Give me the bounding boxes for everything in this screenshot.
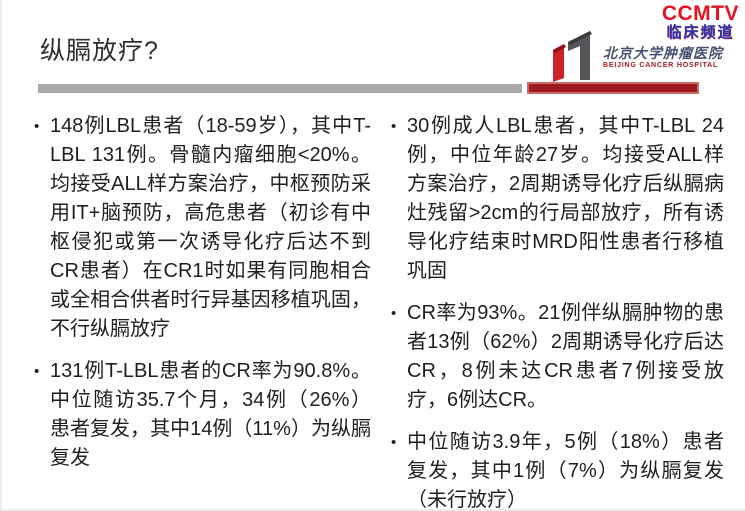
bullet-item: 131例T-LBL患者的CR率为90.8%。中位随访35.7个月，34例（26%… <box>32 357 371 473</box>
title-underline-bar <box>38 84 522 93</box>
ccmtv-logo: CCMTV 临床频道 <box>661 2 739 42</box>
hospital-name-cn: 北京大学肿瘤医院 <box>603 44 723 61</box>
right-column: 30例成人LBL患者，其中T-LBL 24例，中位年龄27岁。均接受ALL样方案… <box>389 112 724 509</box>
bullet-item: CR率为93%。21例伴纵膈肿物的患者13例（62%）2周期诱导化疗后达CR，8… <box>389 299 724 415</box>
hospital-building-icon <box>550 28 596 87</box>
logo-underline-bar <box>527 82 699 94</box>
bullet-item: 148例LBL患者（18-59岁），其中T-LBL 131例。骨髓内瘤细胞<20… <box>32 112 371 344</box>
ccmtv-logo-text: CCMTV <box>661 2 739 25</box>
slide-body: 148例LBL患者（18-59岁），其中T-LBL 131例。骨髓内瘤细胞<20… <box>32 112 724 509</box>
hospital-logo-text: 北京大学肿瘤医院 BEIJING CANCER HOSPITAL <box>603 45 723 70</box>
left-column: 148例LBL患者（18-59岁），其中T-LBL 131例。骨髓内瘤细胞<20… <box>32 112 371 509</box>
page-title: 纵膈放疗? <box>40 37 159 65</box>
bullet-item: 中位随访3.9年，5例（18%）患者复发，其中1例（7%）为纵膈复发（未行放疗） <box>389 428 724 509</box>
bullet-item: 30例成人LBL患者，其中T-LBL 24例，中位年龄27岁。均接受ALL样方案… <box>389 112 724 286</box>
ccmtv-channel-text: 临床频道 <box>666 24 735 42</box>
hospital-logo: 北京大学肿瘤医院 BEIJING CANCER HOSPITAL <box>550 28 723 87</box>
hospital-name-en: BEIJING CANCER HOSPITAL <box>603 61 719 69</box>
